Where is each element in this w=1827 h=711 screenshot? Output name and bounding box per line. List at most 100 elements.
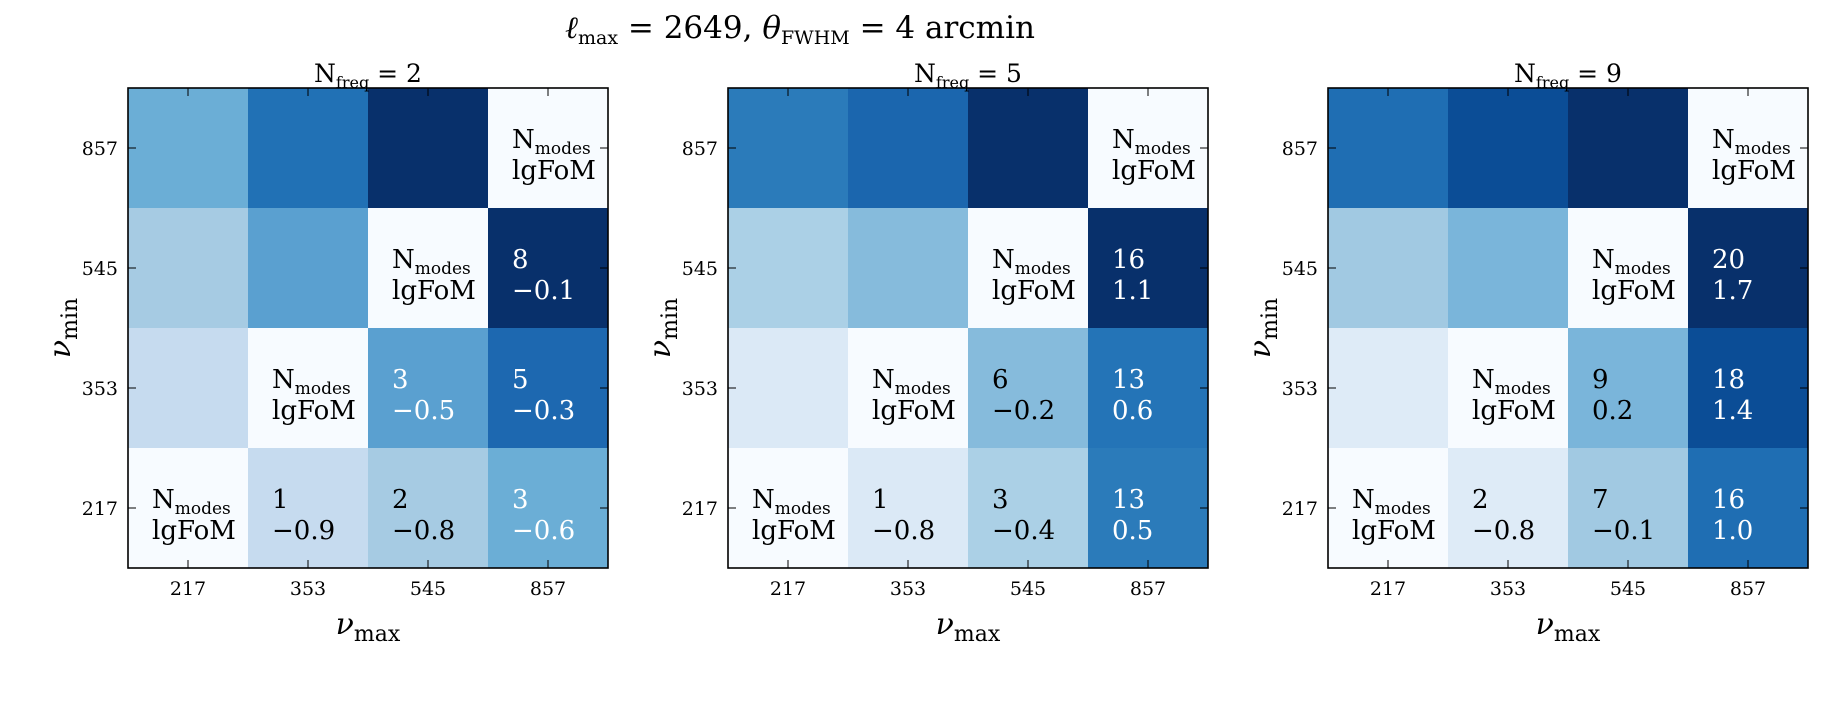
panel-title: Nfreq = 9 [1514,59,1622,92]
heatmap-cell [968,328,1088,448]
suptitle-ell-sub: max [578,27,618,49]
heatmap-cell [128,448,248,568]
n-modes-value: 3 [392,365,409,395]
x-tick-label: 545 [1610,578,1646,600]
x-tick-label: 857 [1130,578,1166,600]
cell-label-line1: Nmodes [752,485,831,519]
heatmap-cell [1568,328,1688,448]
cell-label-line2: lgFoM [512,156,596,186]
panel-title-sub: freq [1536,73,1569,92]
nmodes-sub: modes [1375,499,1431,519]
heatmap-cell [968,88,1088,208]
cell-label-line2: lgFoM [392,276,476,306]
x-tick-label: 857 [1730,578,1766,600]
lgfom-value: −0.6 [512,516,575,546]
lgfom-label: lgFoM [1352,516,1436,546]
lgfom-value: −0.3 [512,396,575,426]
lgfom-label: lgFoM [1592,276,1676,306]
suptitle-theta-sub: FWHM [781,27,850,49]
heatmap-cell [1568,448,1688,568]
x-tick-label: 217 [770,578,806,600]
n-modes-value: 7 [1592,485,1609,515]
plot-frame [727,87,1209,569]
y-tick-label: 545 [82,258,118,280]
cell-label-line1: Nmodes [992,245,1071,279]
lgfom-value: −0.1 [512,276,575,306]
y-tick-label: 353 [682,378,718,400]
heatmap-cell [1328,208,1448,328]
lgfom-label: lgFoM [272,396,356,426]
cell-label-line2: lgFoM [1472,396,1556,426]
x-axis-label-sub: max [1554,622,1601,647]
heatmap-cell [1568,208,1688,328]
heatmap-cell [1448,208,1568,328]
n-modes-value: 2 [392,485,409,515]
cell-label-line1: Nmodes [1352,485,1431,519]
lgfom-value: −0.8 [392,516,455,546]
lgfom-value: −0.8 [1472,516,1535,546]
lgfom-label: lgFoM [992,276,1076,306]
lgfom-label: lgFoM [1112,156,1196,186]
n-modes-value: 1 [872,485,889,515]
n-modes-value: 1 [272,485,289,515]
lgfom-value: −0.2 [992,396,1055,426]
x-axis-label-main: ν [936,607,954,642]
lgfom-value: −0.8 [872,516,935,546]
heatmap-cell [248,208,368,328]
heatmap-cell [368,448,488,568]
y-tick-label: 217 [1282,498,1318,520]
heatmap-cell [848,208,968,328]
lgfom-value: 0.6 [1112,396,1153,426]
nmodes-label: N [1472,365,1495,395]
y-axis-label-sub: min [58,298,83,340]
lgfom-label: lgFoM [752,516,836,546]
heatmap-cell [368,208,488,328]
y-tick-label: 353 [1282,378,1318,400]
plot-frame [1327,87,1809,569]
nmodes-label: N [1712,125,1735,155]
heatmap-cell [1448,448,1568,568]
panel-title-main: N [914,59,936,88]
nmodes-sub: modes [895,379,951,399]
heatmap-cell [728,88,848,208]
heatmap-cell [1328,448,1448,568]
lgfom-label: lgFoM [152,516,236,546]
lgfom-value: −0.1 [1592,516,1655,546]
x-axis-label: νmax [936,607,1001,647]
lgfom-label: lgFoM [1712,156,1796,186]
panel-title-rest: = 5 [969,59,1022,88]
y-tick-label: 217 [82,498,118,520]
nmodes-sub: modes [295,379,351,399]
lgfom-value: −0.9 [272,516,335,546]
nmodes-sub: modes [1615,259,1671,279]
x-axis-label: νmax [1536,607,1601,647]
lgfom-value: 0.5 [1112,516,1153,546]
cell-label-line2: lgFoM [752,516,836,546]
x-tick-label: 353 [890,578,926,600]
heatmap-cell [368,328,488,448]
nmodes-sub: modes [1015,259,1071,279]
heatmap-cell [848,448,968,568]
x-tick-label: 545 [410,578,446,600]
heatmap-cell [1688,88,1808,208]
y-tick-label: 857 [82,138,118,160]
n-modes-value: 13 [1112,485,1145,515]
cell-label-line1: Nmodes [1112,125,1191,159]
heatmap-cell [1088,448,1208,568]
panel-title: Nfreq = 5 [914,59,1022,92]
heatmap-cell [1328,88,1448,208]
x-tick-label: 217 [170,578,206,600]
y-tick-label: 353 [82,378,118,400]
y-tick-label: 857 [682,138,718,160]
cell-label-line2: lgFoM [1112,156,1196,186]
n-modes-value: 5 [512,365,529,395]
y-axis-label-main: ν [1243,340,1278,358]
panel-title-main: N [314,59,336,88]
panel-title-sub: freq [936,73,969,92]
heatmap-cell [1448,88,1568,208]
lgfom-label: lgFoM [392,276,476,306]
cell-label-line1: Nmodes [1592,245,1671,279]
cell-label-line2: lgFoM [1592,276,1676,306]
